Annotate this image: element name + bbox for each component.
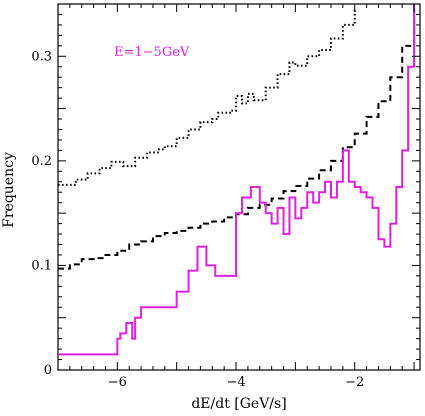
y-tick-label: 0 [44,363,52,378]
series-layer [58,4,416,356]
x-tick-label: −4 [226,375,245,390]
y-axis-label: Frequency [1,152,17,228]
energy-range-annotation: E=1−5GeV [114,45,190,60]
ticks-layer: −6 −4 −2 0 0.1 0.2 0.3 [31,3,420,390]
plot-frame [57,3,421,371]
x-axis-label: dE/dt [GeV/s] [191,396,286,412]
x-tick-label: −6 [108,375,127,390]
dotted-series-line [58,9,356,186]
y-tick-label: 0.1 [31,258,52,273]
solid-series-line [58,4,416,356]
y-tick-label: 0.2 [31,154,52,169]
x-tick-label: −2 [345,375,364,390]
y-tick-label: 0.3 [31,49,52,64]
plot-area [57,3,421,371]
